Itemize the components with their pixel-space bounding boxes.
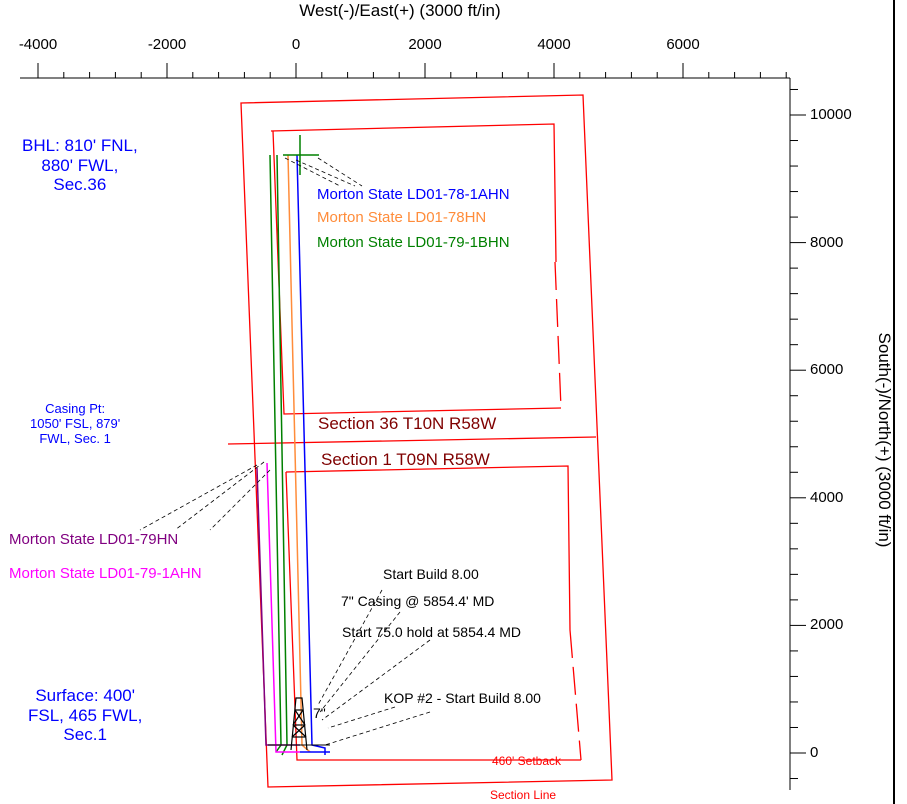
bhl-line-3: Sec.36 [53, 175, 107, 195]
y-tick-label: 10000 [810, 106, 852, 123]
x-axis-ticks [37, 63, 787, 78]
setback-label: 460' Setback [492, 754, 562, 768]
casing-pt-line-2: 1050' FSL, 879' [30, 415, 121, 431]
surface-line-3: Sec.1 [63, 725, 107, 745]
surface-annotation: Surface: 400' FSL, 465 FWL, Sec.1 [28, 686, 142, 745]
y-tick-label: 2000 [810, 616, 844, 634]
section-line-outer [240, 94, 613, 788]
leader-lines [139, 157, 431, 746]
well-label-78-1ahn: Morton State LD01-78-1AHN [317, 186, 510, 203]
well-path-79-1bhn [276, 154, 288, 756]
rig-symbol [290, 697, 308, 751]
plot-axes [20, 63, 806, 790]
surface-line-2: FSL, 465 FWL, [28, 705, 143, 725]
y-axis-ticks [790, 88, 806, 780]
x-axis-title: West(-)/East(+) (3000 ft/in) [299, 1, 501, 20]
section-divider-line [227, 436, 597, 445]
casing-pt-line-1: Casing Pt: [45, 401, 106, 416]
section-1-label: Section 1 T09N R58W [321, 450, 490, 469]
section-line-label: Section Line [490, 788, 557, 802]
setback-section1-right-dashed [569, 629, 582, 761]
start-hold-label: Start 75.0 hold at 5854.4 MD [342, 624, 521, 640]
setback-section36-sides [272, 130, 562, 415]
x-tick-label: 0 [291, 36, 301, 53]
y-tick-label: 0 [810, 744, 819, 761]
bhl-annotation: BHL: 810' FNL, 880' FWL, Sec.36 [22, 136, 138, 195]
plot-frame-right [893, 0, 895, 804]
well-label-78hn: Morton State LD01-78HN [317, 209, 487, 226]
setback-section36-top [270, 123, 557, 263]
casing-point-annotation: Casing Pt: 1050' FSL, 879' FWL, Sec. 1 [30, 401, 121, 447]
kop2-label: KOP #2 - Start Build 8.00 [384, 690, 541, 706]
bhl-line-1: BHL: 810' FNL, [22, 136, 138, 155]
setback-section1-sides [285, 471, 581, 761]
casing-marker: 7" [313, 705, 326, 721]
casing-pt-line-3: FWL, Sec. 1 [39, 430, 111, 446]
x-tick-label: 2000 [408, 36, 442, 53]
surface-line-1: Surface: 400' [35, 686, 135, 705]
well-label-79-1ahn: Morton State LD01-79-1AHN [9, 565, 202, 582]
y-tick-label: 8000 [810, 233, 844, 251]
well-label-79hn: Morton State LD01-79HN [9, 531, 179, 548]
y-axis-title: South(-)/North(+) (3000 ft/in) [875, 332, 894, 548]
start-build-label: Start Build 8.00 [383, 566, 479, 582]
x-tick-label: 4000 [537, 36, 571, 53]
setback-section1-top [285, 465, 571, 631]
y-tick-label: 6000 [810, 361, 844, 379]
well-label-79-1bhn: Morton State LD01-79-1BHN [317, 234, 510, 251]
bhl-line-2: 880' FWL, [41, 155, 119, 175]
x-tick-label: 6000 [666, 36, 700, 53]
well-path-79-1bhn-b [269, 154, 282, 753]
x-tick-label: -2000 [147, 36, 187, 53]
casing-md-label: 7" Casing @ 5854.4' MD [341, 593, 495, 609]
x-tick-label: -4000 [18, 36, 58, 53]
well-path-79-1ahn [266, 462, 300, 753]
setback-section36-right-dashed [554, 261, 562, 409]
section-36-label: Section 36 T10N R58W [318, 414, 497, 433]
section-boundaries [227, 94, 613, 788]
y-tick-label: 4000 [810, 488, 844, 506]
